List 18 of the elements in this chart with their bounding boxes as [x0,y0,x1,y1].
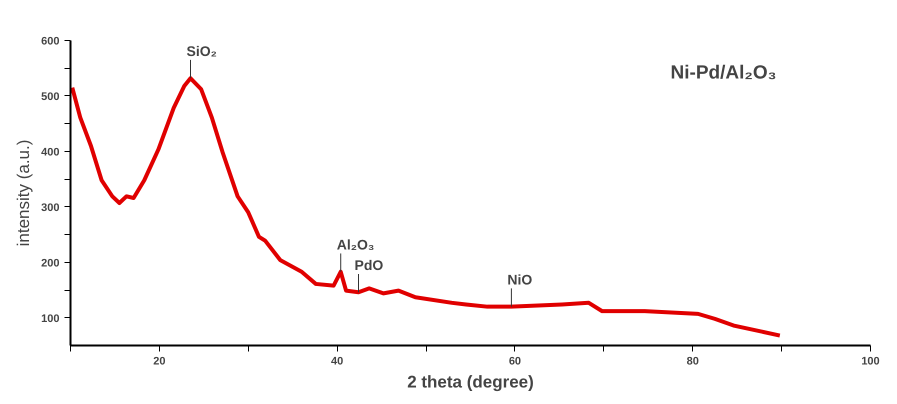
x-tick-label: 60 [508,356,522,368]
y-tick-label: 200 [41,257,60,270]
x-tick-label: 20 [153,356,166,368]
x-tick-label: 80 [686,356,699,368]
annotation: PdO [354,256,384,273]
x-axis-title: 2 theta (degree) [407,372,534,392]
y-tick-label: 600 [41,36,60,48]
y-tick-label: 400 [41,146,60,158]
annotation: SiO₂ [186,42,217,59]
x-tick-label: 100 [861,356,880,368]
x-tick-label: 40 [331,356,344,368]
annotation: Al₂O₃ [336,236,374,252]
y-tick-label: 500 [41,90,60,103]
y-tick-label: 300 [41,202,60,214]
text: Ni-Pd/Al₂O₃ [670,62,776,84]
annotation: NiO [507,271,532,288]
y-axis-title: intensity (a.u.) [14,140,34,246]
y-tick-label: 100 [41,312,60,325]
